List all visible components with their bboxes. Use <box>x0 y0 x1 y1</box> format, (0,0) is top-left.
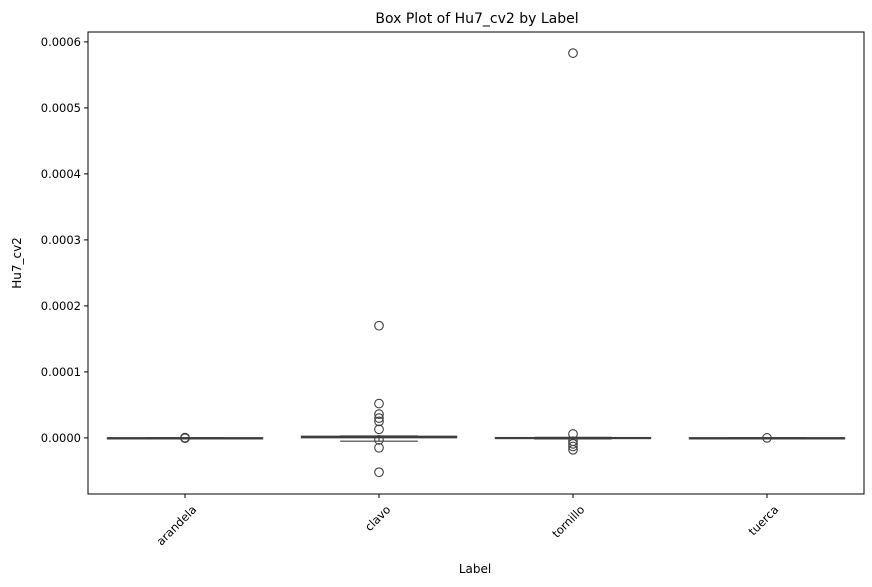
outlier-point <box>568 444 578 455</box>
y-axis-label: Hu7_cv2 <box>10 237 24 289</box>
outlier-point <box>180 433 190 444</box>
outlier-point <box>374 320 384 331</box>
y-tick-label: 0.0001 <box>41 365 81 379</box>
x-axis-label: Label <box>459 562 491 576</box>
outlier-point <box>374 424 384 435</box>
outlier-point <box>374 442 384 453</box>
outlier-point <box>374 435 384 445</box>
y-tick-label: 0.0003 <box>41 233 81 247</box>
axes-frame <box>87 31 865 495</box>
outlier-point <box>568 441 578 452</box>
outlier-point <box>568 48 578 58</box>
y-tick-label: 0.0000 <box>41 431 81 445</box>
outlier-point <box>762 433 772 443</box>
y-tick-label: 0.0002 <box>41 299 81 313</box>
y-tick-label: 0.0005 <box>41 101 81 115</box>
outlier-point <box>568 429 578 439</box>
y-tick-label: 0.0004 <box>41 167 81 181</box>
outlier-point <box>374 409 384 419</box>
chart-title: Box Plot of Hu7_cv2 by Label <box>375 11 578 27</box>
outlier-point <box>568 438 578 449</box>
outlier-point <box>374 413 384 423</box>
outlier-point <box>374 398 384 409</box>
y-tick-label: 0.0006 <box>41 35 81 49</box>
outlier-point <box>374 467 384 478</box>
outlier-point <box>374 416 384 427</box>
